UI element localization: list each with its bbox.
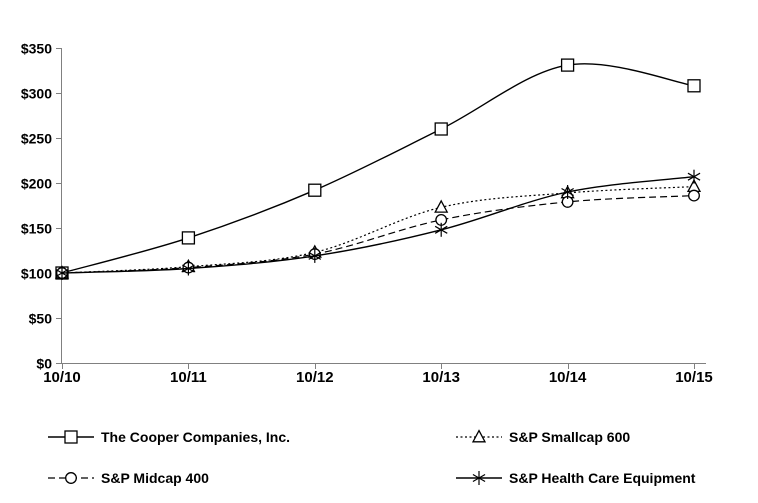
y-tick-label: $0 [36,356,52,372]
y-tick-label: $150 [21,221,52,237]
x-tick-label: 10/13 [422,369,460,386]
square-marker-icon-cooper [308,183,322,197]
asterisk-marker-icon-sp-health-care-equipment-legend [472,471,486,485]
asterisk-spoke [687,172,701,181]
square-marker-icon-cooper [181,231,196,245]
asterisk-spoke [308,251,322,260]
legend-label-sp-health-care-equipment: S&P Health Care Equipment [509,470,696,486]
square-marker-icon-cooper [687,79,701,93]
y-tick-label: $350 [21,41,52,57]
series-cooper [55,58,701,280]
series-line-sp-health-care-equipment [61,176,695,274]
legend-line-sample-sp-health-care-equipment [456,471,502,485]
legend-item-sp-smallcap-600: S&P Smallcap 600 [456,428,630,446]
circle-marker-icon-sp-midcap-400-legend [65,472,77,484]
square-marker-icon-cooper [560,58,575,72]
asterisk-marker-icon-sp-health-care-equipment [687,169,701,184]
x-tick-label: 10/10 [43,369,81,386]
asterisk-marker-icon-sp-health-care-equipment [308,248,322,263]
legend-line-sample-sp-midcap-400 [48,472,94,484]
y-tick-label: $200 [21,176,52,192]
asterisk-spoke [472,473,486,483]
series-line-cooper [61,63,695,274]
legend-item-cooper: The Cooper Companies, Inc. [48,428,290,446]
asterisk-spoke [55,268,69,278]
legend-label-cooper: The Cooper Companies, Inc. [101,429,291,445]
y-tick-label: $250 [21,131,52,147]
asterisk-spoke [434,225,448,234]
y-tick-label: $100 [21,266,52,282]
legend-item-sp-health-care-equipment: S&P Health Care Equipment [456,469,695,487]
x-tick-label: 10/12 [296,369,334,386]
series-sp-midcap-400 [56,189,700,279]
asterisk-spoke [182,264,195,273]
asterisk-marker-icon-sp-health-care-equipment [182,261,195,276]
y-tick-label: $50 [29,311,53,327]
x-tick-label: 10/15 [675,369,713,386]
series-line-sp-smallcap-600 [61,186,695,274]
legend-label-sp-midcap-400: S&P Midcap 400 [101,470,209,486]
series-sp-health-care-equipment [55,169,701,280]
series-line-sp-midcap-400 [61,195,695,274]
triangle-marker-icon-sp-smallcap-600-legend [471,429,487,443]
x-tick-label: 10/14 [549,369,587,386]
asterisk-marker-icon-sp-health-care-equipment [434,222,448,237]
x-tick-label: 10/11 [170,369,207,386]
square-marker-icon-cooper [434,122,448,136]
legend-item-sp-midcap-400: S&P Midcap 400 [48,469,209,487]
series-sp-smallcap-600 [54,178,702,279]
y-tick-label: $300 [21,86,52,102]
asterisk-spoke [561,187,574,197]
square-marker-icon-cooper-legend [64,430,78,444]
asterisk-marker-icon-sp-health-care-equipment [55,266,69,280]
circle-marker-icon-sp-midcap-400 [688,189,700,202]
legend-line-sample-sp-smallcap-600 [456,429,502,443]
legend-line-sample-cooper [48,430,94,444]
asterisk-marker-icon-sp-health-care-equipment [561,185,574,199]
legend-label-sp-smallcap-600: S&P Smallcap 600 [509,429,631,445]
triangle-marker-icon-sp-smallcap-600 [434,199,449,213]
